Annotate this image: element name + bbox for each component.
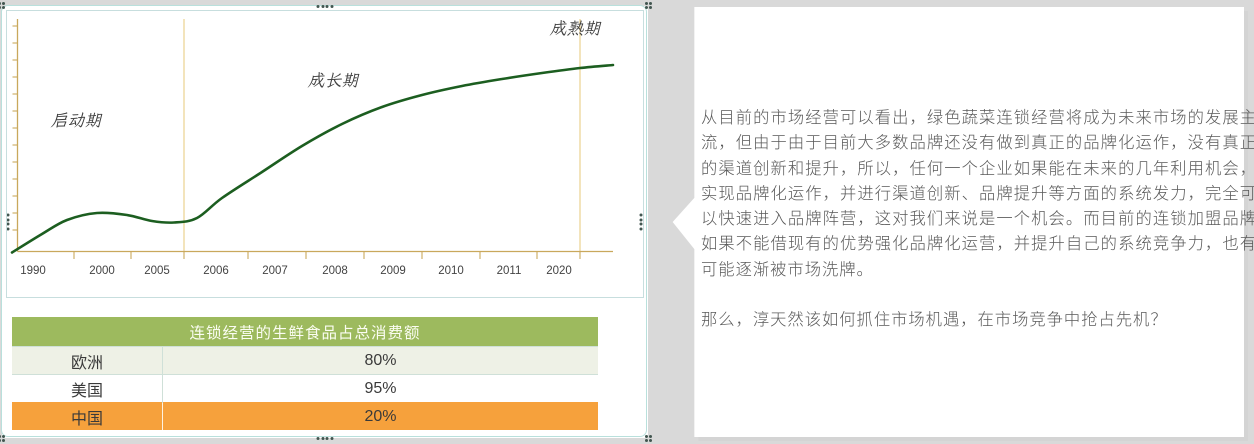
svg-text:成熟期: 成熟期 [550, 16, 602, 39]
svg-text:成长期: 成长期 [308, 68, 360, 91]
svg-text:启动期: 启动期 [51, 108, 103, 131]
svg-text:1990: 1990 [20, 265, 46, 277]
svg-text:2000: 2000 [89, 265, 115, 277]
svg-text:2011: 2011 [497, 265, 522, 277]
svg-text:2009: 2009 [380, 265, 406, 277]
svg-text:2020: 2020 [546, 265, 572, 277]
svg-text:2010: 2010 [438, 265, 464, 277]
svg-text:2006: 2006 [203, 265, 229, 277]
svg-text:2008: 2008 [322, 265, 348, 277]
svg-text:2005: 2005 [144, 265, 170, 277]
svg-text:2007: 2007 [262, 265, 288, 277]
